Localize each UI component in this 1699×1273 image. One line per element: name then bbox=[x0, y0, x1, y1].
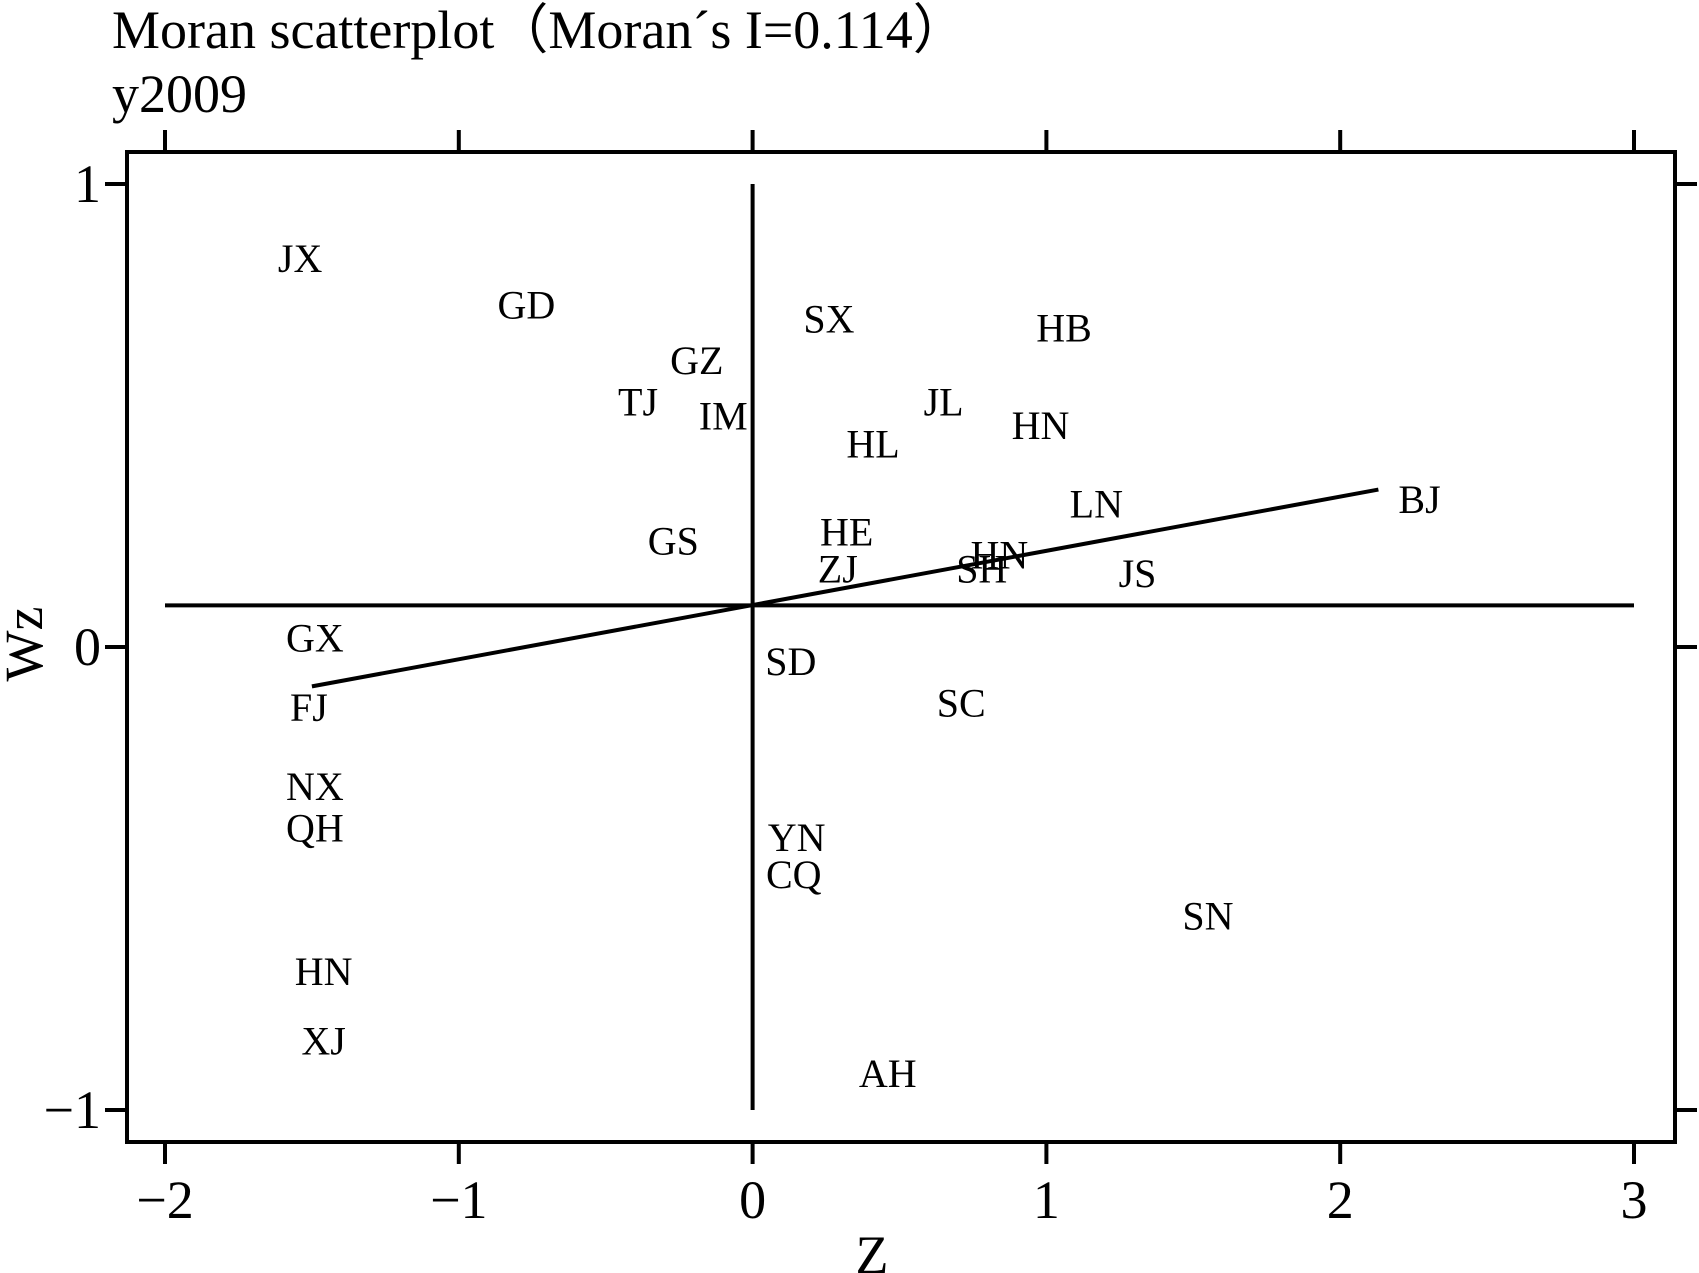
point-label-nx: NX bbox=[286, 764, 344, 809]
point-label-bj: BJ bbox=[1398, 477, 1440, 522]
point-label-cq: CQ bbox=[766, 852, 822, 897]
x-tick-label: −1 bbox=[430, 1170, 487, 1230]
point-label-xj: XJ bbox=[301, 1019, 345, 1064]
point-label-hl: HL bbox=[846, 421, 899, 466]
point-label-zj: ZJ bbox=[818, 546, 858, 591]
x-tick-label: 3 bbox=[1621, 1170, 1648, 1230]
point-label-im: IM bbox=[699, 394, 748, 439]
x-tick-label: −2 bbox=[136, 1170, 193, 1230]
point-label-gx: GX bbox=[286, 616, 344, 661]
point-label-sn: SN bbox=[1182, 894, 1233, 939]
axis-ticks: −2 −1 0 1 2 3 −1 0 1 bbox=[44, 130, 1697, 1230]
point-label-sd: SD bbox=[765, 639, 816, 684]
plot-frame bbox=[125, 150, 1677, 1144]
point-label-hb: HB bbox=[1036, 306, 1092, 351]
regression-line-group bbox=[311, 487, 1379, 689]
point-label-jl: JL bbox=[924, 380, 964, 425]
point-label-he: HE bbox=[820, 509, 873, 554]
point-label-qh: QH bbox=[286, 806, 344, 851]
point-label-fj: FJ bbox=[290, 685, 328, 730]
y-tick-label: −1 bbox=[44, 1080, 101, 1140]
regression-line bbox=[311, 487, 1379, 689]
y-tick-label: 1 bbox=[74, 154, 101, 214]
y-tick-label: 0 bbox=[74, 617, 101, 677]
point-label-jx: JX bbox=[278, 236, 323, 281]
chart-title: Moran scatterplot（Moran´s I=0.114） bbox=[112, 0, 967, 60]
point-label-hn: HN bbox=[1012, 403, 1070, 448]
point-label-tj: TJ bbox=[618, 380, 658, 425]
y-axis-label: Wz bbox=[0, 607, 54, 682]
point-label-ah: AH bbox=[859, 1051, 917, 1096]
point-label-js: JS bbox=[1119, 551, 1157, 596]
x-tick-label: 0 bbox=[739, 1170, 766, 1230]
mean-lines bbox=[165, 184, 1634, 1110]
x-tick-label: 1 bbox=[1033, 1170, 1060, 1230]
point-label-sh: SH bbox=[956, 546, 1007, 591]
point-label-ln: LN bbox=[1070, 481, 1123, 526]
point-label-yn: YN bbox=[768, 815, 826, 860]
x-axis-label: Z bbox=[856, 1225, 889, 1273]
point-label-hn: HN bbox=[971, 532, 1029, 577]
point-label-gz: GZ bbox=[670, 338, 723, 383]
chart-subtitle: y2009 bbox=[112, 64, 247, 124]
point-label-hn: HN bbox=[295, 949, 353, 994]
point-label-sx: SX bbox=[803, 296, 854, 341]
point-label-gs: GS bbox=[648, 519, 699, 564]
point-label-gd: GD bbox=[497, 282, 555, 327]
x-tick-label: 2 bbox=[1327, 1170, 1354, 1230]
point-label-sc: SC bbox=[937, 681, 986, 726]
